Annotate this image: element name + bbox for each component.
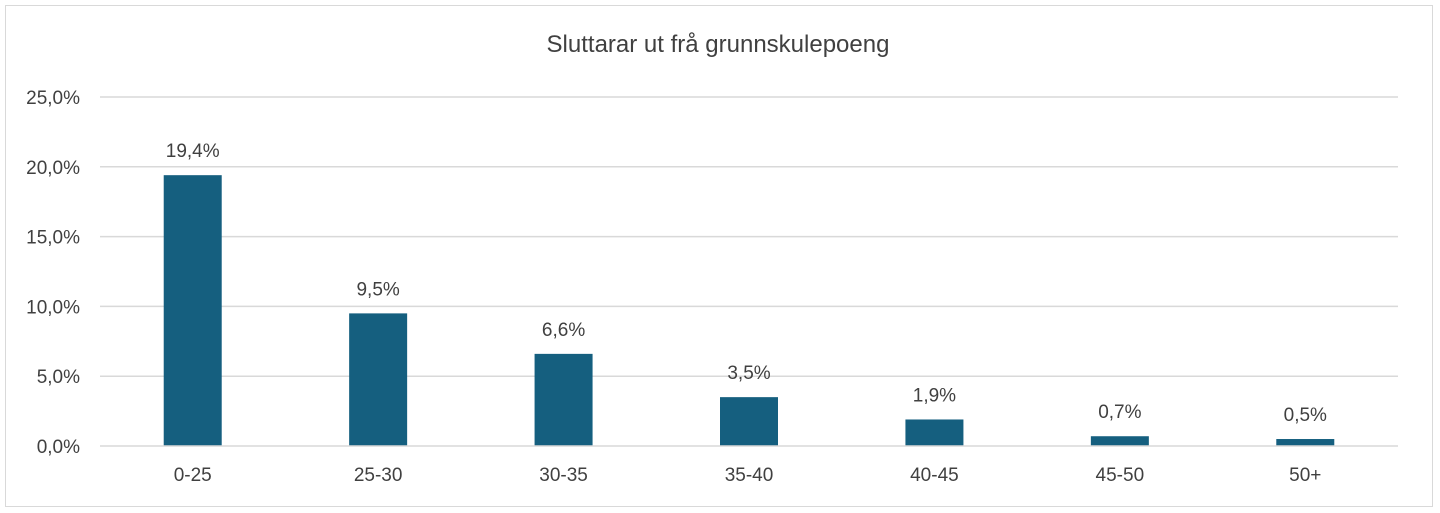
gridlines [100,96,1398,377]
bar-30-35 [534,353,593,446]
bar-45-50 [1090,436,1149,446]
y-tick-label: 10,0% [26,297,80,318]
data-label: 19,4% [166,141,220,162]
x-category-label: 40-45 [910,465,959,486]
x-category-label: 25-30 [354,465,403,486]
chart-frame [5,5,1433,507]
x-category-label: 45-50 [1096,465,1145,486]
data-label: 0,5% [1284,405,1327,426]
x-category-label: 50+ [1289,465,1321,486]
y-tick-label: 25,0% [26,88,80,109]
y-tick-label: 20,0% [26,158,80,179]
bars [163,175,1335,446]
bar-25-30 [349,313,408,446]
y-tick-label: 5,0% [37,367,80,388]
bar-0-25 [163,175,222,446]
data-label: 6,6% [542,320,585,341]
data-label: 3,5% [727,363,770,384]
data-label: 1,9% [913,385,956,406]
bar-35-40 [720,397,778,446]
data-label: 9,5% [356,279,399,300]
y-axis-ticks: 0,0% 5,0% 10,0% 15,0% 20,0% 25,0% [26,88,80,458]
chart-title: Sluttarar ut frå grunnskulepoeng [547,31,890,58]
x-category-label: 35-40 [725,465,774,486]
x-axis-categories: 0-25 25-30 30-35 35-40 40-45 45-50 50+ [174,465,1322,486]
bar-50+ [1276,439,1335,446]
x-category-label: 0-25 [174,465,212,486]
bar-40-45 [905,419,964,446]
data-labels: 19,4% 9,5% 6,6% 3,5% 1,9% 0,7% 0,5% [166,141,1327,426]
x-category-label: 30-35 [539,465,588,486]
data-label: 0,7% [1098,402,1141,423]
y-tick-label: 0,0% [37,437,80,458]
y-tick-label: 15,0% [26,228,80,249]
